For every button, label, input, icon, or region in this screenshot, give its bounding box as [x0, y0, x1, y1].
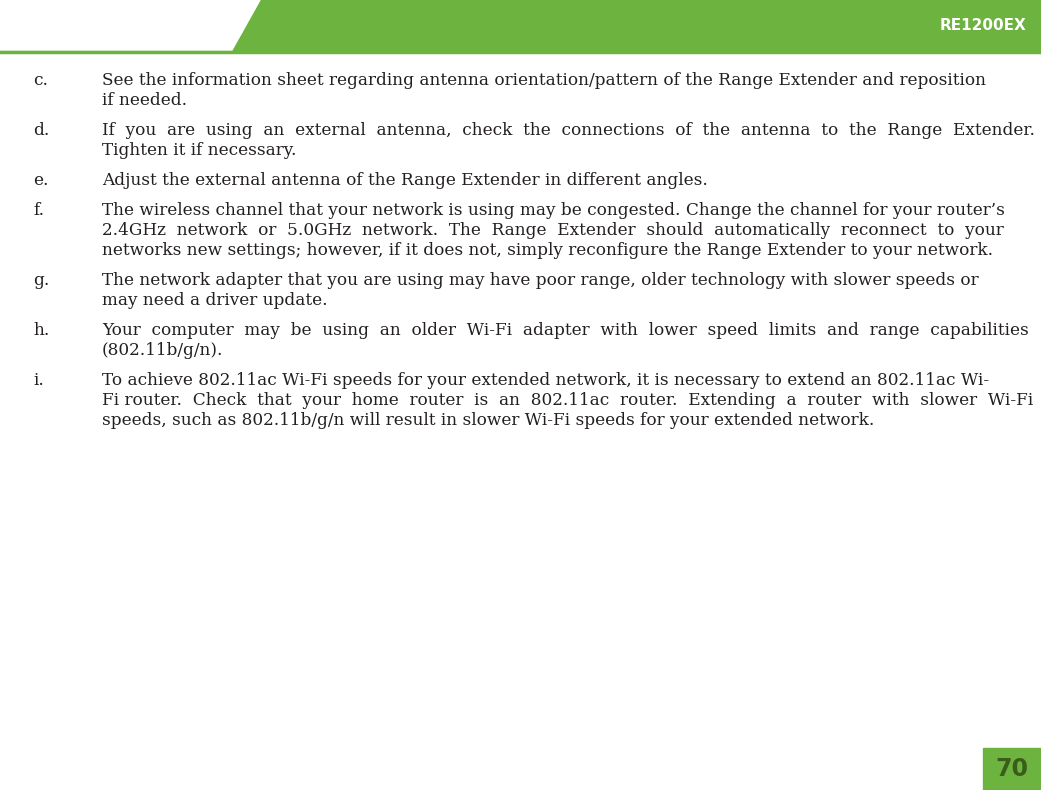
Polygon shape	[0, 0, 260, 50]
Text: d.: d.	[33, 122, 50, 139]
Text: Your  computer  may  be  using  an  older  Wi-Fi  adapter  with  lower  speed  l: Your computer may be using an older Wi-F…	[102, 322, 1029, 339]
Text: The wireless channel that your network is using may be congested. Change the cha: The wireless channel that your network i…	[102, 202, 1005, 219]
Text: g.: g.	[33, 272, 50, 289]
Text: Tighten it if necessary.: Tighten it if necessary.	[102, 142, 297, 159]
Text: 70: 70	[995, 757, 1029, 781]
Text: h.: h.	[33, 322, 50, 339]
Text: e.: e.	[33, 172, 49, 189]
Bar	[0, 0, 1041, 50]
Text: (802.11b/g/n).: (802.11b/g/n).	[102, 342, 224, 359]
Bar	[983, 748, 1041, 790]
Text: If  you  are  using  an  external  antenna,  check  the  connections  of  the  a: If you are using an external antenna, ch…	[102, 122, 1035, 139]
Text: USER’S GUIDE: USER’S GUIDE	[15, 11, 247, 39]
Text: speeds, such as 802.11b/g/n will result in slower Wi-Fi speeds for your extended: speeds, such as 802.11b/g/n will result …	[102, 412, 874, 429]
Text: RE1200EX: RE1200EX	[939, 17, 1026, 32]
Text: 2.4GHz  network  or  5.0GHz  network.  The  Range  Extender  should  automatical: 2.4GHz network or 5.0GHz network. The Ra…	[102, 222, 1004, 239]
Text: c.: c.	[33, 72, 48, 89]
Text: See the information sheet regarding antenna orientation/pattern of the Range Ext: See the information sheet regarding ante…	[102, 72, 986, 89]
Text: Adjust the external antenna of the Range Extender in different angles.: Adjust the external antenna of the Range…	[102, 172, 708, 189]
Text: may need a driver update.: may need a driver update.	[102, 292, 328, 309]
Text: f.: f.	[33, 202, 45, 219]
Text: Fi router.  Check  that  your  home  router  is  an  802.11ac  router.  Extendin: Fi router. Check that your home router i…	[102, 392, 1034, 409]
Text: networks new settings; however, if it does not, simply reconfigure the Range Ext: networks new settings; however, if it do…	[102, 242, 993, 259]
Text: if needed.: if needed.	[102, 92, 187, 109]
Text: To achieve 802.11ac Wi-Fi speeds for your extended network, it is necessary to e: To achieve 802.11ac Wi-Fi speeds for you…	[102, 372, 989, 389]
Text: The network adapter that you are using may have poor range, older technology wit: The network adapter that you are using m…	[102, 272, 979, 289]
Text: i.: i.	[33, 372, 44, 389]
